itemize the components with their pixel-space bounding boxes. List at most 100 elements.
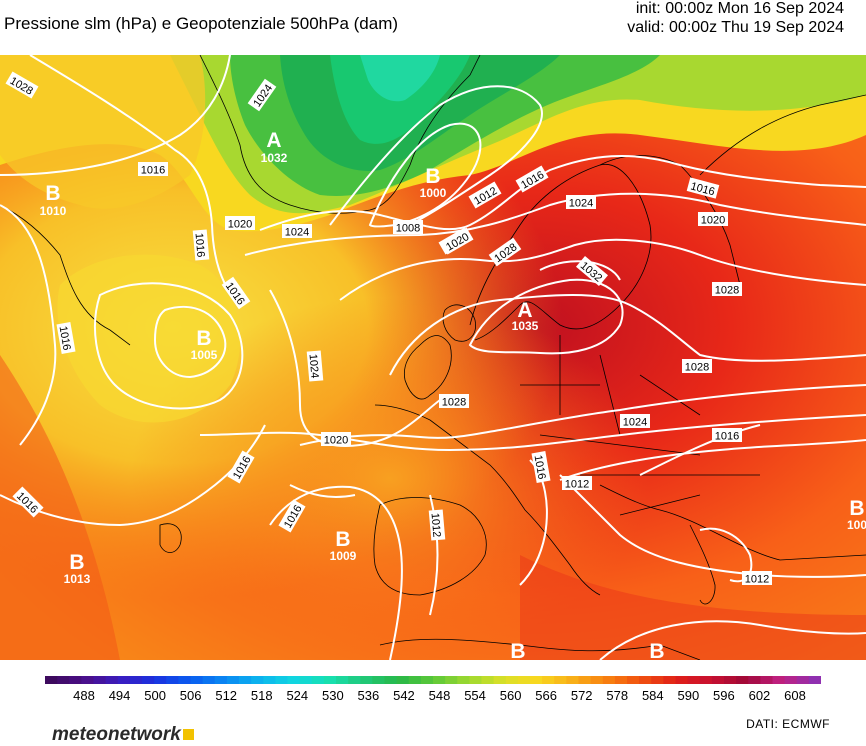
colorbar-tick-label: 590 (677, 688, 700, 703)
colorbar-swatch (602, 676, 616, 684)
colorbar-swatch (129, 676, 143, 684)
colorbar-swatch (578, 676, 592, 684)
pressure-center-value: 1035 (512, 319, 539, 333)
map-canvas: A 1032 B 1000 B 1010 B 1005 A 1035 B 100… (0, 55, 866, 660)
colorbar-swatch (663, 676, 677, 684)
colorbar-tick-label: 512 (215, 688, 238, 703)
pressure-center: B 100 (847, 497, 866, 532)
colorbar-swatch (566, 676, 580, 684)
isobar-label: 1024 (282, 224, 312, 239)
pressure-center-letter: B (335, 528, 350, 551)
logo-square-icon (182, 729, 194, 740)
init-time: init: 00:00z Mon 16 Sep 2024 (635, 0, 844, 17)
isobar-label: 1008 (393, 220, 423, 235)
pressure-center-value: 100 (847, 518, 866, 532)
isobar-label: 1024 (306, 350, 324, 382)
colorbar-swatch (251, 676, 264, 684)
colorbar-swatch (542, 676, 555, 684)
colorbar-swatch (772, 676, 786, 684)
colorbar-swatch (214, 676, 228, 684)
colorbar-swatch (505, 676, 519, 684)
colorbar-swatch (81, 676, 95, 684)
meteonetwork-logo: meteonetwork (52, 724, 194, 746)
colorbar-swatch (360, 676, 373, 684)
colorbar-swatch (154, 676, 167, 684)
pressure-center-letter: A (517, 299, 532, 322)
pressure-center-value: 1032 (261, 151, 288, 165)
colorbar-swatch (469, 676, 483, 684)
isobar-label: 1020 (321, 432, 351, 447)
isobar-label: 1028 (439, 394, 469, 409)
colorbar-swatch (117, 676, 131, 684)
colorbar-swatch (190, 676, 204, 684)
svg-text:1024: 1024 (285, 227, 309, 239)
colorbar-swatch (299, 676, 313, 684)
svg-text:1012: 1012 (428, 512, 442, 537)
isobar-label: 1012 (562, 476, 592, 491)
colorbar-tick-label: 488 (73, 688, 95, 703)
colorbar-swatch (166, 676, 179, 684)
colorbar-swatch (287, 676, 301, 684)
colorbar-swatch (226, 676, 240, 684)
svg-text:1028: 1028 (715, 285, 739, 297)
colorbar-swatch (748, 676, 761, 684)
colorbar-tick-label: 518 (250, 688, 273, 703)
colorbar-swatch (724, 676, 737, 684)
colorbar-swatch (372, 676, 386, 684)
map-title: Pressione slm (hPa) e Geopotenziale 500h… (4, 14, 399, 33)
pressure-center: B 1000 (420, 165, 447, 200)
isobar-label: 1016 (138, 162, 168, 177)
svg-text:1016: 1016 (141, 165, 165, 177)
colorbar-tick-label: 500 (144, 688, 166, 703)
colorbar-swatch (311, 676, 325, 684)
svg-text:1024: 1024 (569, 198, 593, 210)
colorbar-swatch (105, 676, 119, 684)
colorbar-tick-label: 608 (784, 688, 806, 703)
colorbar-swatch (699, 676, 713, 684)
colorbar-tick-label: 584 (641, 688, 664, 703)
colorbar-swatch (808, 676, 821, 684)
colorbar-swatch (93, 676, 107, 684)
colorbar-swatch (384, 676, 398, 684)
pressure-center-letter: B (45, 182, 60, 205)
colorbar-scale (45, 676, 821, 684)
isobar-label: 1024 (620, 414, 650, 429)
colorbar-swatch (517, 676, 531, 684)
colorbar-swatch (445, 676, 458, 684)
pressure-center-letter: B (849, 497, 864, 520)
colorbar-swatch (263, 676, 276, 684)
pressure-center-letter: A (266, 129, 281, 152)
svg-text:1028: 1028 (685, 362, 709, 374)
colorbar-swatch (323, 676, 337, 684)
colorbar-swatch (796, 676, 810, 684)
colorbar-swatch (202, 676, 216, 684)
valid-time: valid: 00:00z Thu 19 Sep 2024 (627, 19, 844, 36)
svg-text:1016: 1016 (531, 454, 547, 480)
pressure-center-letter: B (196, 327, 211, 350)
colorbar-swatch (178, 676, 192, 684)
colorbar-tick-label: 524 (286, 688, 309, 703)
colorbar-swatch (275, 676, 289, 684)
pressure-center: B (510, 640, 525, 660)
colorbar-swatch (493, 676, 507, 684)
colorbar-tick-label: 572 (570, 688, 593, 703)
pressure-center-value: 1010 (40, 204, 67, 218)
colorbar-swatch (481, 676, 495, 684)
pressure-center-value: 1005 (191, 348, 218, 362)
colorbar-swatch (433, 676, 446, 684)
colorbar-swatch (69, 676, 82, 684)
colorbar-swatch (687, 676, 701, 684)
pressure-center: B (649, 640, 664, 660)
colorbar-swatch (614, 676, 628, 684)
svg-text:1020: 1020 (228, 219, 252, 231)
pressure-center-value: 1009 (330, 549, 357, 563)
isobar-label: 1016 (712, 428, 742, 443)
colorbar-tick-label: 494 (108, 688, 131, 703)
pressure-center: B 1005 (191, 327, 218, 362)
logo-text: meteonetwork (52, 724, 181, 745)
isobar-label: 1012 (428, 509, 446, 541)
svg-text:1016: 1016 (715, 431, 739, 443)
svg-text:1016: 1016 (56, 325, 72, 351)
isobar-label: 1024 (566, 195, 596, 210)
svg-text:1020: 1020 (701, 215, 725, 227)
